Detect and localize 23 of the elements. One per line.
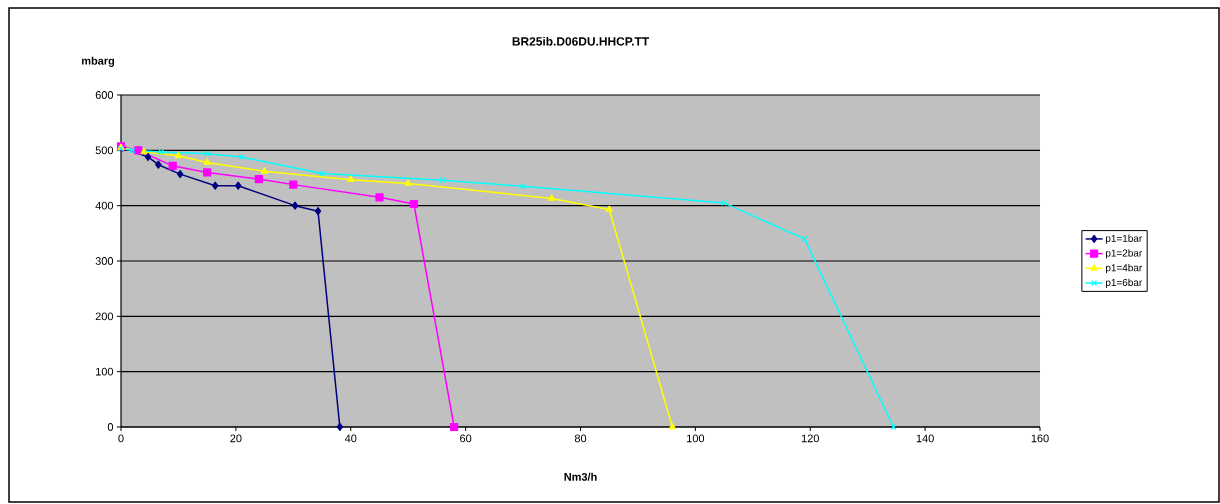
- y-tick-label: 300: [95, 257, 114, 265]
- legend-label: p1=1bar: [1106, 234, 1143, 244]
- x-tick-label: 60: [460, 434, 472, 443]
- x-tick-label: 120: [801, 434, 819, 443]
- y-tick-label: 200: [95, 312, 114, 321]
- x-tick-label: 0: [118, 434, 124, 443]
- y-tick-label: 100: [96, 367, 114, 376]
- x-tick-label: 100: [687, 434, 705, 443]
- legend-label: p1=2bar: [1106, 249, 1143, 259]
- chart-title: BR25ib.D06DU.HHCP.TT: [512, 36, 650, 46]
- y-axis-title: mbarg: [82, 56, 115, 67]
- y-tick-label: 0: [107, 423, 114, 431]
- x-axis-title: Nm3/h: [564, 472, 597, 481]
- y-tick-label: 500: [95, 146, 114, 155]
- y-tick-label: 600: [95, 91, 114, 99]
- x-tick-label: 160: [1031, 434, 1049, 443]
- x-tick-label: 140: [916, 434, 934, 443]
- x-tick-label: 20: [230, 434, 242, 443]
- x-tick-label: 40: [344, 434, 357, 443]
- x-tick-label: 80: [574, 434, 587, 443]
- legend-label: p1=4bar: [1106, 263, 1143, 274]
- legend-label: p1=6bar: [1106, 278, 1143, 288]
- y-tick-label: 400: [95, 201, 114, 210]
